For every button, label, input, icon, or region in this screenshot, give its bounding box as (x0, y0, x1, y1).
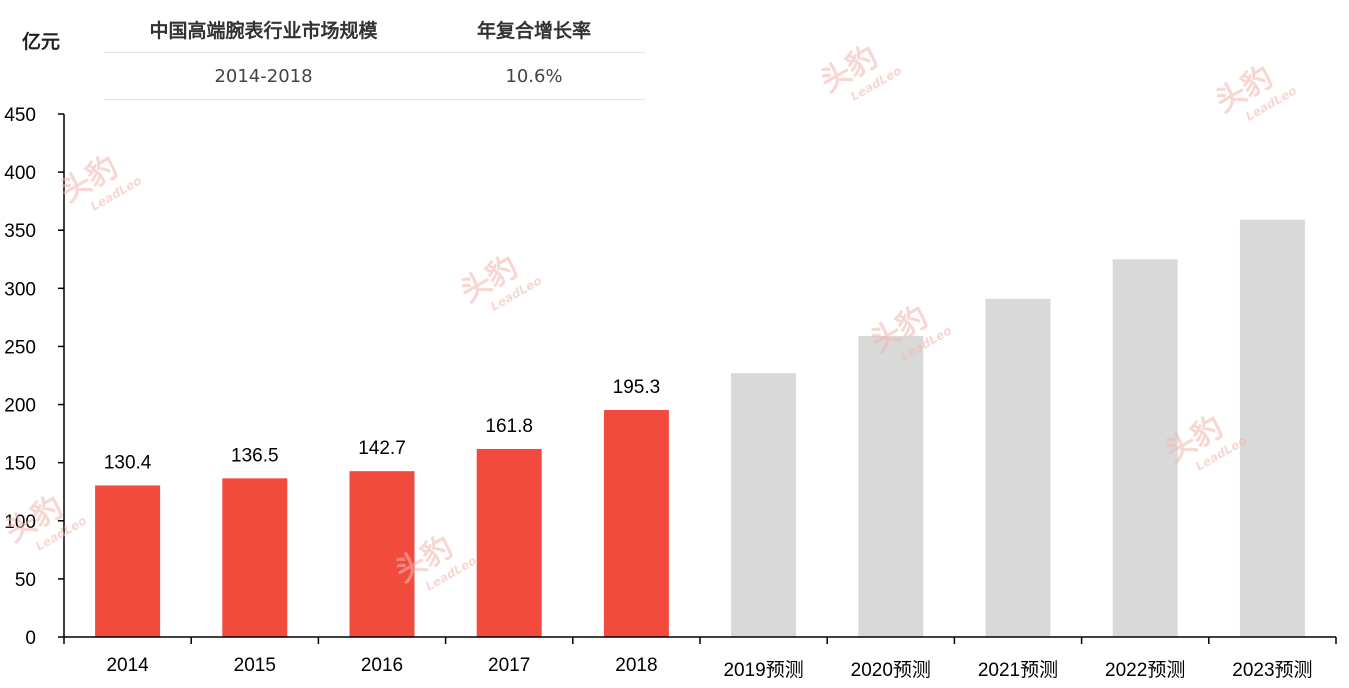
bar-2020预测 (858, 335, 924, 637)
y-axis-unit-label: 亿元 (22, 31, 61, 53)
x-tick-label: 2016 (361, 655, 403, 676)
y-tick-label: 250 (4, 337, 36, 358)
bar-2022预测 (1112, 259, 1178, 637)
cagr-table: 中国高端腕表行业市场规模 年复合增长率 2014-2018 10.6% (104, 6, 645, 100)
y-tick-label: 450 (4, 105, 36, 126)
cagr-header-growth-rate: 年复合增长率 (476, 19, 591, 42)
y-tick-label: 350 (4, 221, 36, 242)
bar-2017 (476, 448, 542, 637)
x-tick-label: 2018 (615, 655, 657, 676)
data-label: 130.4 (104, 452, 152, 473)
data-label: 136.5 (231, 445, 279, 466)
cagr-table-row: 2014-2018 10.6% (104, 53, 645, 100)
x-tick-label: 2017 (488, 655, 530, 676)
data-label: 142.7 (358, 438, 406, 459)
y-tick-label: 0 (25, 628, 36, 649)
y-tick-label: 400 (4, 163, 36, 184)
x-tick-label: 2021预测 (978, 659, 1058, 681)
data-label: 195.3 (613, 377, 661, 398)
y-tick-label: 150 (4, 454, 36, 475)
x-tick-label: 2023预测 (1232, 659, 1312, 681)
y-tick-label: 100 (4, 512, 36, 533)
cagr-header-market-size: 中国高端腕表行业市场规模 (149, 19, 378, 42)
bar-2019预测 (731, 373, 797, 637)
x-tick-label: 2020预测 (851, 659, 931, 681)
cagr-table-header: 中国高端腕表行业市场规模 年复合增长率 (104, 6, 645, 53)
y-tick-label: 50 (15, 570, 36, 591)
bar-2015 (222, 478, 288, 637)
x-tick-label: 2022预测 (1105, 659, 1185, 681)
bar-2023预测 (1239, 219, 1305, 638)
cagr-value: 10.6% (505, 65, 563, 87)
bar-2014 (95, 485, 161, 637)
bar-2016 (349, 471, 415, 637)
y-tick-label: 200 (4, 396, 36, 417)
y-tick-label: 300 (4, 279, 36, 300)
bar-2021预测 (985, 298, 1051, 637)
x-tick-label: 2015 (234, 655, 276, 676)
x-tick-label: 2014 (106, 655, 149, 676)
x-tick-label: 2019预测 (723, 659, 803, 681)
bar-2018 (603, 410, 669, 637)
data-label: 161.8 (485, 416, 533, 437)
cagr-period: 2014-2018 (214, 65, 313, 87)
